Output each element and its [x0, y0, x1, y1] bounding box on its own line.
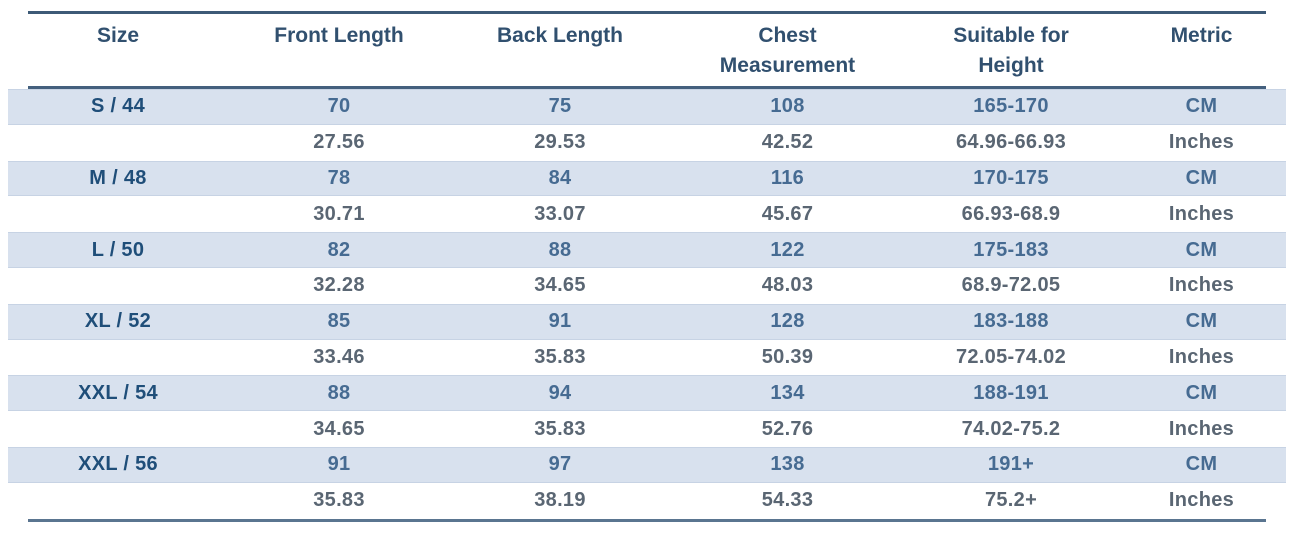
back-length-cell: 75: [548, 95, 572, 118]
metric-cell: Inches: [1168, 131, 1235, 154]
metric-cell: Inches: [1168, 417, 1235, 440]
front-length-cell: 78: [327, 166, 351, 189]
height-cell: 191+: [987, 453, 1035, 476]
chest-cell: 52.76: [761, 417, 814, 440]
back-length-cell: 35.83: [534, 417, 586, 440]
chest-cell: 48.03: [761, 274, 814, 297]
front-length-cell: 27.56: [313, 131, 365, 154]
header-separator-rule: [28, 86, 1266, 89]
table-row-xxl56-inches: 35.83 38.19 54.33 75.2+ Inches: [8, 483, 1286, 519]
column-header-size: Size: [96, 24, 140, 47]
metric-cell: CM: [1185, 95, 1218, 118]
table-row-l50-cm: L / 50 82 88 122 175-183 CM: [8, 232, 1286, 268]
back-length-cell: 29.53: [534, 131, 586, 154]
back-length-cell: 97: [548, 453, 572, 476]
chest-cell: 122: [770, 238, 805, 261]
table-row-xl52-cm: XL / 52 85 91 128 183-188 CM: [8, 303, 1286, 340]
chest-cell: 50.39: [761, 345, 814, 368]
metric-cell: Inches: [1168, 345, 1235, 368]
table-header-row: Size Front Length Back Length Chest Meas…: [8, 14, 1286, 86]
table-row-xxl54-cm: XXL / 54 88 94 134 188-191 CM: [8, 375, 1286, 412]
front-length-cell: 70: [327, 95, 351, 118]
front-length-cell: 35.83: [313, 489, 365, 512]
table-top-rule: [28, 11, 1266, 14]
column-header-front-length: Front Length: [274, 24, 404, 47]
column-header-chest-measurement: Chest Measurement: [670, 21, 905, 81]
metric-cell: CM: [1185, 238, 1218, 261]
column-header-height-line1: Suitable for: [953, 24, 1069, 47]
table-bottom-rule: [28, 518, 1266, 522]
metric-cell: CM: [1185, 310, 1218, 333]
size-cell: XXL / 54: [78, 381, 158, 404]
column-header-chest-line2: Measurement: [719, 54, 856, 77]
back-length-cell: 88: [548, 238, 572, 261]
height-cell: 74.02-75.2: [961, 417, 1061, 440]
height-cell: 75.2+: [984, 489, 1038, 512]
size-cell: M / 48: [89, 166, 147, 189]
height-cell: 64.96-66.93: [955, 131, 1067, 154]
table-row-m48-inches: 30.71 33.07 45.67 66.93-68.9 Inches: [8, 196, 1286, 232]
height-cell: 66.93-68.9: [961, 202, 1061, 225]
size-cell: S / 44: [90, 95, 146, 118]
table-row-l50-inches: 32.28 34.65 48.03 68.9-72.05 Inches: [8, 268, 1286, 304]
front-length-cell: 34.65: [313, 417, 365, 440]
metric-cell: Inches: [1168, 274, 1235, 297]
height-cell: 68.9-72.05: [961, 274, 1061, 297]
height-cell: 72.05-74.02: [955, 345, 1067, 368]
front-length-cell: 91: [327, 453, 351, 476]
table-row-s44-inches: 27.56 29.53 42.52 64.96-66.93 Inches: [8, 125, 1286, 161]
table-row-m48-cm: M / 48 78 84 116 170-175 CM: [8, 160, 1286, 197]
size-cell: XXL / 56: [78, 453, 158, 476]
front-length-cell: 85: [327, 310, 351, 333]
column-header-back-length: Back Length: [496, 24, 624, 47]
chest-cell: 42.52: [761, 131, 814, 154]
height-cell: 165-170: [973, 95, 1049, 118]
height-cell: 175-183: [973, 238, 1049, 261]
front-length-cell: 88: [327, 381, 351, 404]
back-length-cell: 94: [548, 381, 572, 404]
back-length-cell: 35.83: [534, 345, 586, 368]
height-cell: 188-191: [973, 381, 1049, 404]
back-length-cell: 91: [548, 310, 572, 333]
column-header-metric: Metric: [1170, 24, 1233, 47]
chest-cell: 108: [770, 95, 805, 118]
table-row-s44-cm: S / 44 70 75 108 165-170 CM: [8, 89, 1286, 125]
chest-cell: 128: [770, 310, 805, 333]
back-length-cell: 84: [548, 166, 572, 189]
front-length-cell: 30.71: [313, 202, 365, 225]
back-length-cell: 38.19: [534, 489, 586, 512]
metric-cell: Inches: [1168, 202, 1235, 225]
metric-cell: Inches: [1168, 489, 1235, 512]
column-header-suitable-height: Suitable for Height: [905, 21, 1117, 81]
chest-cell: 116: [770, 166, 805, 189]
size-cell: XL / 52: [84, 310, 152, 333]
column-header-chest-line1: Chest: [758, 24, 817, 47]
size-cell: L / 50: [91, 238, 145, 261]
table-row-xxl54-inches: 34.65 35.83 52.76 74.02-75.2 Inches: [8, 411, 1286, 447]
back-length-cell: 34.65: [534, 274, 586, 297]
chest-cell: 54.33: [761, 489, 814, 512]
back-length-cell: 33.07: [534, 202, 586, 225]
metric-cell: CM: [1185, 166, 1218, 189]
table-row-xxl56-cm: XXL / 56 91 97 138 191+ CM: [8, 446, 1286, 483]
table-row-xl52-inches: 33.46 35.83 50.39 72.05-74.02 Inches: [8, 340, 1286, 376]
metric-cell: CM: [1185, 453, 1218, 476]
metric-cell: CM: [1185, 381, 1218, 404]
size-chart-table: Size Front Length Back Length Chest Meas…: [8, 11, 1286, 522]
front-length-cell: 33.46: [313, 345, 365, 368]
front-length-cell: 82: [327, 238, 351, 261]
chest-cell: 134: [770, 381, 805, 404]
height-cell: 183-188: [973, 310, 1049, 333]
height-cell: 170-175: [973, 166, 1049, 189]
chest-cell: 45.67: [761, 202, 814, 225]
column-header-height-line2: Height: [978, 54, 1044, 77]
front-length-cell: 32.28: [313, 274, 365, 297]
chest-cell: 138: [770, 453, 805, 476]
